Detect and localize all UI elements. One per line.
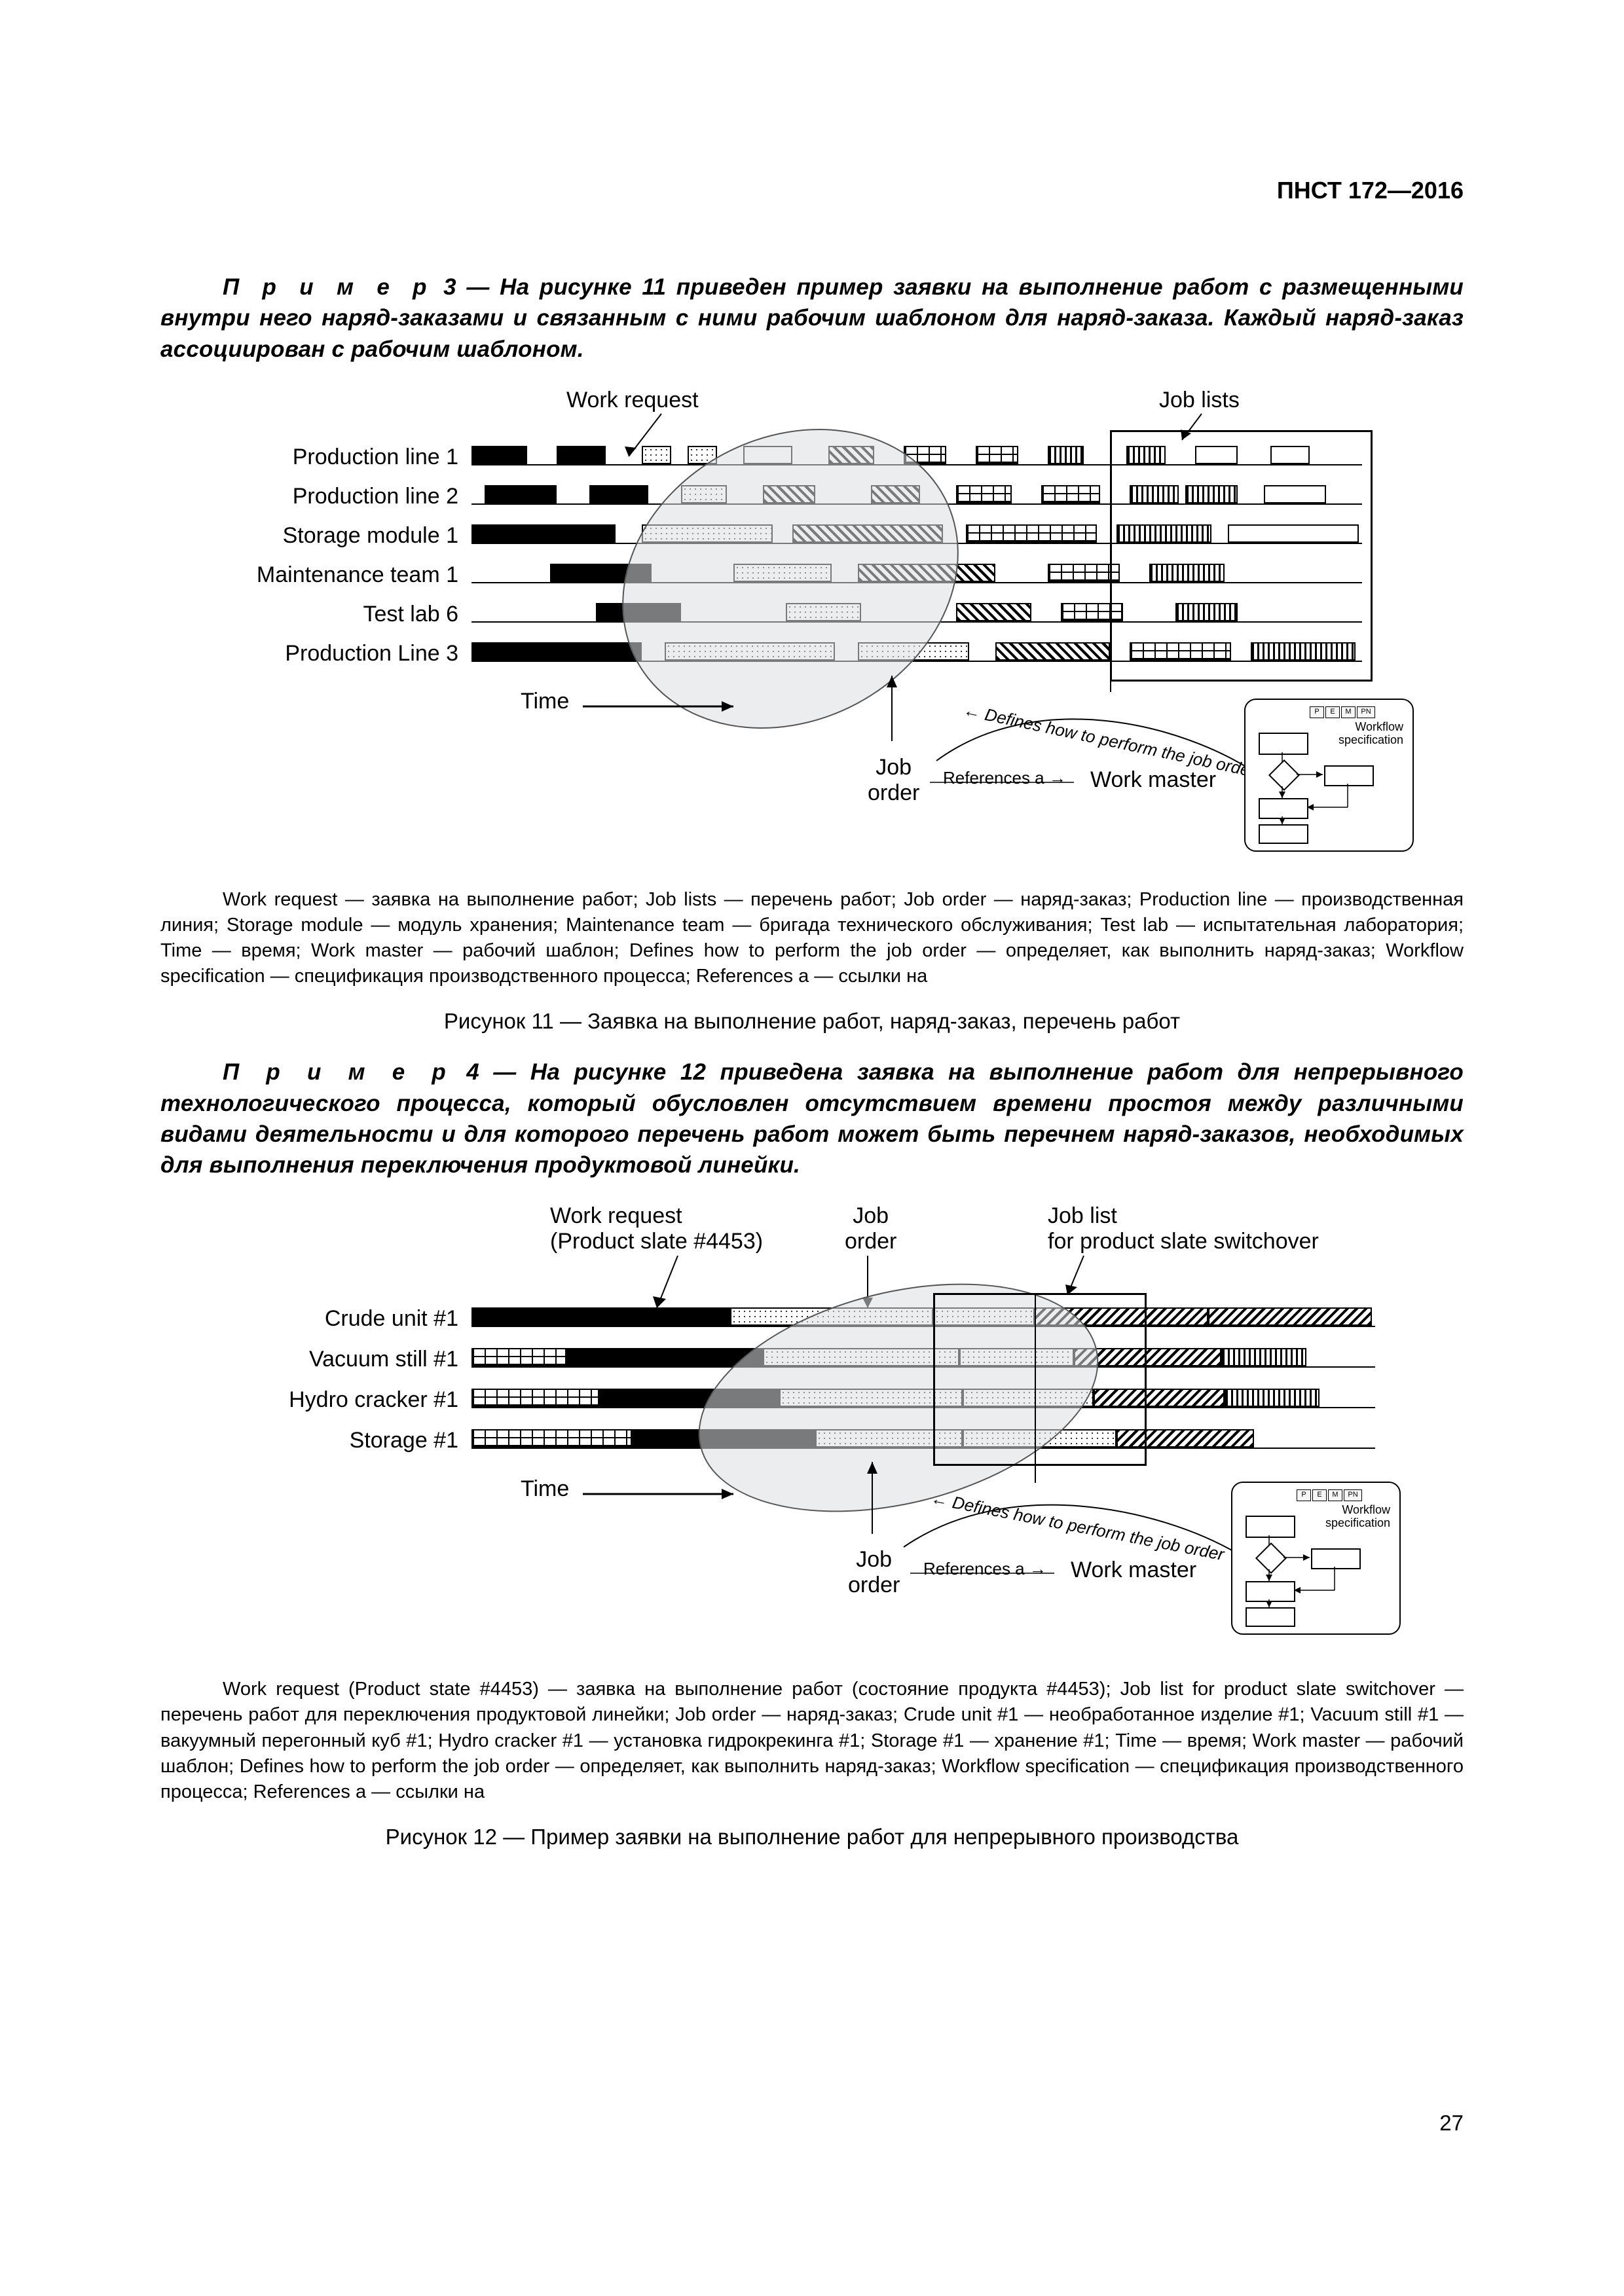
row-label: Storage module 1 [283,523,471,549]
label-work-request: Work request [566,388,699,413]
label-job-list-12: Job list for product slate switchover [1048,1203,1319,1254]
work-master-box-11: P E M PN Workflow specification [1244,699,1414,852]
row-label: Crude unit #1 [325,1306,471,1332]
gantt-bar [471,1307,730,1326]
row-label: Vacuum still #1 [309,1347,471,1372]
example-4: П р и м е р 4 — На рисунке 12 приведена … [160,1057,1464,1180]
figure-12: Crude unit #1 Vacuum still #1 Hydro cracke… [160,1194,1464,1665]
hdrbox: P [1310,706,1324,718]
figure-11: Production line 1 Production line 2 Storag… [160,378,1464,875]
workflow-spec-label: Workflow specification [1338,721,1403,747]
hdrbox: P [1297,1489,1311,1501]
label-job-order-12: Job order [848,1547,900,1598]
gantt-bar [471,1429,632,1448]
hdrbox: E [1325,706,1340,718]
example-3-lead: П р и м е р [223,274,434,300]
label-work-master-12: Work master [1071,1558,1196,1583]
gantt-bar [995,642,1110,661]
work-master-box-12: P E M PN Workflow specification [1231,1482,1401,1635]
gantt-bar [471,1389,599,1407]
gantt-bar [1225,1389,1320,1407]
gantt-bar [471,446,527,464]
gantt-bar [642,446,671,464]
row-label: Production Line 3 [285,641,471,666]
gantt-bar [1048,564,1120,582]
row-label: Storage #1 [350,1428,471,1453]
legend-12: Work request (Product state #4453) — зая… [160,1677,1464,1805]
page-body: П р и м е р 3 — На рисунке 11 приведен п… [160,177,1464,1872]
label-work-request-12: Work request (Product slate #4453) [550,1203,763,1254]
gantt-bar [471,1348,566,1366]
gantt-bar [1041,485,1100,503]
row-label: Hydro cracker #1 [289,1387,471,1413]
caption-12: Рисунок 12 — Пример заявки на выполнение… [160,1825,1464,1850]
row-label: Test lab 6 [363,602,471,627]
label-defines-12: ← Defines how to perform the job order [929,1488,1226,1565]
hdrbox: PN [1344,1489,1362,1501]
label-references-a-11: References a → [943,768,1066,788]
label-time-11: Time [521,689,569,714]
gantt-bar [557,446,606,464]
gantt-bar [566,1348,763,1366]
gantt-bar [976,446,1018,464]
hdrbox: PN [1357,706,1375,718]
row-label: Maintenance team 1 [257,562,471,588]
legend-11: Work request — заявка на выполнение рабо… [160,887,1464,990]
gantt-bar [471,642,642,661]
gantt-bar [1048,446,1084,464]
vguide-12 [1035,1293,1036,1483]
label-time-12: Time [521,1476,569,1502]
row-label: Production line 1 [293,445,471,470]
job-list-frame [1110,430,1373,682]
gantt-bar [1221,1348,1306,1366]
label-job-lists: Job lists [1159,388,1240,413]
hdrbox: M [1341,706,1356,718]
job-list-frame-12 [933,1293,1147,1466]
gantt-bar [589,485,648,503]
hdrbox: M [1328,1489,1342,1501]
vguide-11 [1110,430,1111,692]
gantt-bar [471,524,616,543]
gantt-bar [1208,1307,1372,1326]
example-4-lead: П р и м е р [223,1059,452,1085]
page-number: 27 [1439,2111,1464,2136]
gantt-bar [956,603,1031,621]
work-request-bubble [569,371,1011,786]
hdrbox: E [1312,1489,1327,1501]
example-3: П р и м е р 3 — На рисунке 11 приведен п… [160,272,1464,365]
label-references-a-12: References a → [923,1559,1046,1579]
gantt-bar [485,485,557,503]
label-job-order-top-12: Job order [845,1203,896,1254]
label-work-master-11: Work master [1090,767,1216,793]
gantt-bar [956,485,1012,503]
caption-11: Рисунок 11 — Заявка на выполнение работ,… [160,1009,1464,1034]
workflow-spec-label-12: Workflow specification [1325,1504,1390,1530]
label-job-order-11: Job order [868,755,919,806]
row-label: Production line 2 [293,484,471,509]
gantt-bar [966,524,1097,543]
